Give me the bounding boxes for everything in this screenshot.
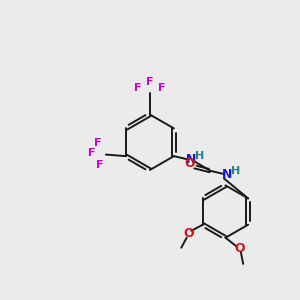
Text: O: O: [184, 227, 194, 240]
Text: H: H: [231, 166, 240, 176]
Text: F: F: [134, 82, 141, 93]
Text: F: F: [94, 138, 102, 148]
Text: F: F: [96, 160, 103, 170]
Text: F: F: [88, 148, 96, 158]
Text: F: F: [146, 77, 154, 87]
Text: O: O: [234, 242, 245, 255]
Text: N: N: [222, 168, 232, 181]
Text: N: N: [186, 154, 196, 166]
Text: O: O: [184, 157, 195, 170]
Text: H: H: [195, 151, 204, 161]
Text: F: F: [158, 82, 166, 93]
